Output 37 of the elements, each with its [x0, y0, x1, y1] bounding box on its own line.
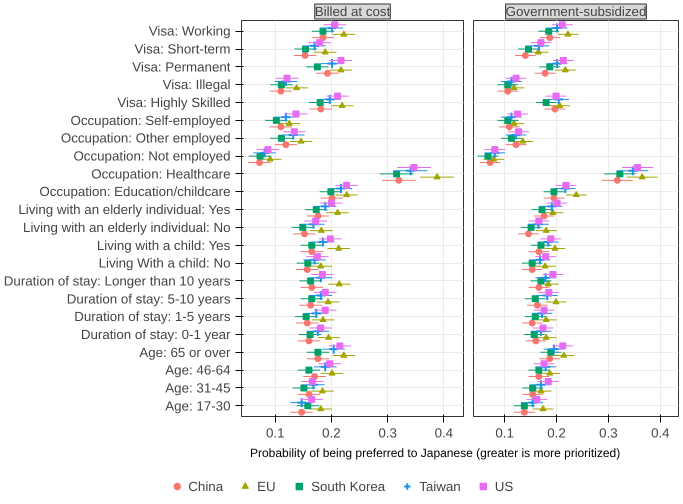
x-tick-label: 0.1	[495, 426, 514, 440]
y-tick-label: Age: 17-30	[165, 398, 231, 414]
y-tick-label: Age: 31-45	[165, 380, 231, 396]
y-tick-label: Living With a child: No	[98, 256, 231, 271]
x-tick-label: 0.3	[378, 426, 397, 440]
y-tick-label: Occupation: Education/childcare	[39, 184, 231, 200]
y-tick-label: Duration of stay: 0-1 year	[80, 326, 232, 342]
x-tick-label: 0.3	[599, 426, 618, 440]
legend-label: China	[188, 478, 224, 494]
y-tick-label: Visa: Short-term	[134, 42, 231, 57]
y-tick-label: Visa: Illegal	[162, 77, 231, 92]
y-tick-label: Living with an elderly individual: No	[23, 220, 231, 235]
y-tick-label: Duration of stay: 5-10 years	[66, 291, 231, 306]
y-tick-label: Living with a child: Yes	[96, 238, 231, 253]
y-tick-label: Age: 65 or over	[139, 344, 232, 360]
legend-label: South Korea	[311, 478, 386, 494]
x-tick-label: 0.2	[547, 426, 566, 440]
x-tick-label: 0.4	[434, 426, 454, 440]
y-tick-label: Living with an elderly individual: Yes	[18, 202, 231, 218]
y-tick-label: Visa: Highly Skilled	[117, 95, 231, 110]
y-tick-label: Occupation: Self-employed	[70, 112, 231, 128]
x-tick-label: 0.2	[322, 426, 341, 440]
y-tick-label: Visa: Permanent	[132, 59, 231, 74]
y-tick-label: Occupation: Other employed	[60, 130, 230, 146]
x-axis-title: Probability of being preferred to Japanese (greater is more prioritized)	[250, 445, 620, 462]
y-tick-label: Occupation: Not employed	[73, 148, 230, 164]
x-tick-label: 0.4	[651, 426, 670, 440]
x-tick-label: 0.1	[266, 426, 284, 440]
y-tick-label: Duration of stay: 1-5 years	[74, 309, 231, 324]
y-tick-label: Occupation: Healthcare	[91, 166, 231, 182]
y-tick-label: Visa: Working	[148, 24, 230, 39]
legend-label: EU	[257, 478, 277, 494]
y-tick-label: Age: 46-64	[165, 362, 232, 378]
chart-title: Government-subsidized	[506, 4, 646, 19]
legend-label: US	[494, 478, 514, 494]
y-tick-label: Duration of stay: Longer than 10 years	[4, 273, 231, 288]
legend-label: Taiwan	[419, 478, 461, 494]
